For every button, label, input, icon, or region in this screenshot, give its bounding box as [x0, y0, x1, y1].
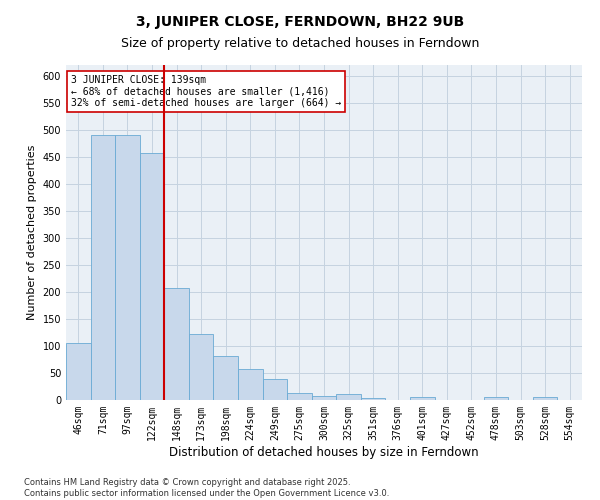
- Bar: [238, 369, 263, 400]
- Bar: [66, 344, 91, 400]
- Bar: [410, 398, 434, 400]
- Y-axis label: Number of detached properties: Number of detached properties: [27, 145, 37, 320]
- Bar: [189, 334, 214, 400]
- Bar: [214, 356, 238, 400]
- Bar: [263, 380, 287, 400]
- Bar: [361, 398, 385, 400]
- Bar: [533, 398, 557, 400]
- Bar: [484, 398, 508, 400]
- X-axis label: Distribution of detached houses by size in Ferndown: Distribution of detached houses by size …: [169, 446, 479, 458]
- Bar: [140, 152, 164, 400]
- Bar: [336, 394, 361, 400]
- Text: Size of property relative to detached houses in Ferndown: Size of property relative to detached ho…: [121, 38, 479, 51]
- Text: 3, JUNIPER CLOSE, FERNDOWN, BH22 9UB: 3, JUNIPER CLOSE, FERNDOWN, BH22 9UB: [136, 15, 464, 29]
- Bar: [164, 288, 189, 400]
- Bar: [287, 393, 312, 400]
- Bar: [312, 396, 336, 400]
- Text: 3 JUNIPER CLOSE: 139sqm
← 68% of detached houses are smaller (1,416)
32% of semi: 3 JUNIPER CLOSE: 139sqm ← 68% of detache…: [71, 75, 341, 108]
- Text: Contains HM Land Registry data © Crown copyright and database right 2025.
Contai: Contains HM Land Registry data © Crown c…: [24, 478, 389, 498]
- Bar: [91, 135, 115, 400]
- Bar: [115, 135, 140, 400]
